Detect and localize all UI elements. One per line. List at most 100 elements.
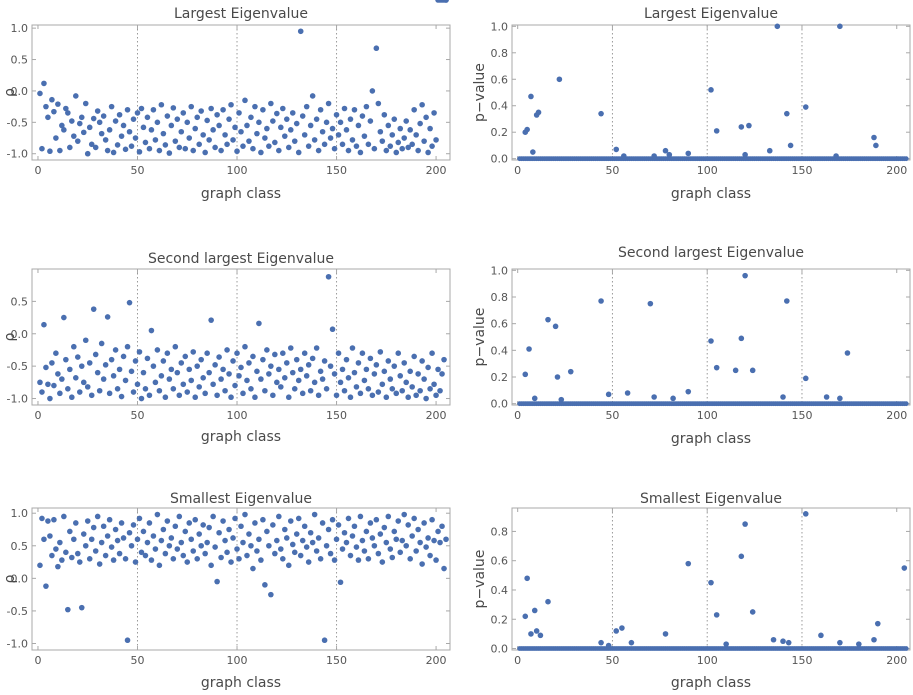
data-point <box>128 368 135 375</box>
data-point <box>98 340 105 347</box>
data-point <box>333 536 340 543</box>
data-point <box>126 529 133 536</box>
data-point <box>373 45 380 52</box>
data-point <box>397 373 404 379</box>
data-point <box>345 515 352 522</box>
data-point <box>208 105 214 112</box>
data-point <box>359 537 366 544</box>
x-tick-label: 50 <box>130 164 144 177</box>
data-point <box>397 549 404 556</box>
data-point <box>742 521 748 527</box>
data-point <box>206 369 212 376</box>
data-point <box>132 559 139 565</box>
data-point <box>315 392 322 399</box>
data-point <box>156 387 163 394</box>
data-point <box>662 147 669 154</box>
data-point <box>321 637 328 644</box>
data-point <box>180 110 187 116</box>
data-point <box>375 550 382 557</box>
data-point <box>367 118 374 124</box>
data-point <box>78 114 85 121</box>
data-point <box>407 127 413 133</box>
data-point <box>371 371 378 377</box>
data-point <box>528 631 534 637</box>
data-point <box>71 343 77 350</box>
data-point <box>130 389 137 395</box>
data-point <box>37 379 43 386</box>
data-point <box>385 513 392 520</box>
data-point <box>232 515 238 522</box>
x-tick-label: 150 <box>326 654 347 667</box>
data-point <box>65 386 71 392</box>
y-tick-label: -0.5 <box>7 360 28 373</box>
data-point <box>431 537 437 544</box>
data-point <box>401 511 408 518</box>
data-point <box>53 546 59 552</box>
data-point <box>531 395 538 402</box>
data-point <box>437 387 443 394</box>
data-point <box>871 636 877 643</box>
y-axis-label: ρ <box>2 574 18 583</box>
plot-frame <box>31 24 451 161</box>
data-point <box>59 376 65 382</box>
data-point <box>142 386 149 392</box>
data-point <box>234 546 240 552</box>
data-point <box>365 141 372 148</box>
data-point <box>873 142 879 149</box>
data-point <box>309 539 316 546</box>
x-tick-label: 200 <box>886 654 907 667</box>
data-point <box>524 126 530 133</box>
plot-frame <box>511 507 911 651</box>
data-point <box>341 105 348 112</box>
data-point <box>104 533 111 539</box>
data-point <box>377 128 384 135</box>
y-axis-label: p−value <box>472 63 488 122</box>
data-point <box>297 552 304 559</box>
data-point <box>144 114 151 121</box>
data-point <box>313 345 320 351</box>
data-point <box>214 392 220 399</box>
data-point <box>399 145 406 152</box>
data-point <box>377 531 384 537</box>
data-point <box>415 526 421 533</box>
data-point <box>264 347 270 353</box>
data-point <box>262 582 268 588</box>
x-tick-label: 50 <box>130 409 144 422</box>
data-point <box>837 395 843 402</box>
data-point <box>208 317 214 323</box>
y-axis-label: ρ <box>2 332 18 341</box>
data-point <box>787 142 794 149</box>
data-point <box>268 591 274 598</box>
data-point <box>106 127 113 133</box>
data-point <box>124 106 131 113</box>
data-point <box>305 362 312 368</box>
data-point <box>802 104 809 110</box>
y-tick-label: 0.5 <box>11 54 29 67</box>
data-point <box>108 103 115 110</box>
data-point <box>210 127 216 133</box>
data-point <box>431 110 437 116</box>
data-point <box>220 366 226 373</box>
data-point <box>214 111 220 118</box>
data-point <box>349 345 356 351</box>
data-point <box>146 520 153 526</box>
data-point <box>100 113 107 119</box>
data-point <box>415 147 421 154</box>
data-point <box>200 375 206 381</box>
data-point <box>222 132 228 138</box>
data-point <box>413 392 419 399</box>
y-axis-label: p−value <box>472 308 488 367</box>
data-point <box>180 552 187 559</box>
data-point <box>280 350 286 356</box>
data-point <box>208 562 214 569</box>
data-point <box>613 628 620 634</box>
data-point <box>274 379 280 386</box>
data-point <box>355 122 362 129</box>
data-point <box>200 522 206 528</box>
data-point <box>427 552 433 559</box>
data-point <box>278 384 284 390</box>
data-point <box>260 356 266 363</box>
data-point <box>69 118 75 124</box>
data-point <box>116 366 123 373</box>
